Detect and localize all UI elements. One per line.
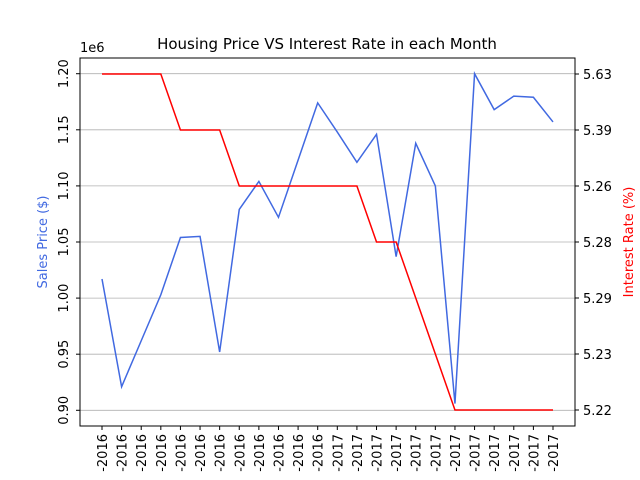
x-tick-label: -2017 <box>410 434 425 472</box>
y2-tick-label: 5.22 <box>583 404 612 419</box>
x-tick-label: -2017 <box>449 434 464 472</box>
series-line <box>102 73 553 411</box>
y-tick-label: 1.10 <box>57 171 72 200</box>
x-tick-label: -2017 <box>527 434 542 472</box>
y-tick-label: 0.90 <box>57 396 72 425</box>
x-tick-label: -2016 <box>194 434 209 472</box>
y2-tick-label: 5.28 <box>583 236 612 251</box>
x-tick-label: -2017 <box>469 434 484 472</box>
x-tick-label: -2016 <box>272 434 287 472</box>
x-tick-label: -2017 <box>390 434 405 472</box>
x-tick-label: -2016 <box>135 434 150 472</box>
y2-axis-label: Interest Rate (%) <box>622 187 637 298</box>
y2-tick-label: 5.23 <box>583 348 612 363</box>
x-tick-label: -2016 <box>174 434 189 472</box>
y-tick-label: 1.05 <box>57 228 72 257</box>
x-tick-label: -2017 <box>488 434 503 472</box>
x-tick-label: -2017 <box>429 434 444 472</box>
x-tick-label: -2016 <box>155 434 170 472</box>
x-tick-label: -2016 <box>292 434 307 472</box>
x-tick-label: -2016 <box>116 434 131 472</box>
y2-tick-label: 5.63 <box>583 68 612 83</box>
x-tick-label: -2016 <box>96 434 111 472</box>
x-tick-label: -2016 <box>312 434 327 472</box>
x-tick-label: -2016 <box>233 434 248 472</box>
y2-tick-label: 5.26 <box>583 180 612 195</box>
y-axis-label: Sales Price ($) <box>36 196 51 289</box>
x-tick-label: -2016 <box>253 434 268 472</box>
series-line <box>101 71 554 404</box>
x-tick-label: -2017 <box>351 434 366 472</box>
y2-tick-label: 5.39 <box>583 124 612 139</box>
x-tick-label: -2017 <box>371 434 386 472</box>
y2-tick-label: 5.29 <box>583 292 612 307</box>
y-tick-label: 0.95 <box>57 340 72 369</box>
y-tick-label: 1.15 <box>57 115 72 144</box>
x-tick-label: -2017 <box>508 434 523 472</box>
chart-title: Housing Price VS Interest Rate in each M… <box>157 35 497 53</box>
y-tick-label: 1.00 <box>57 284 72 313</box>
plot-frame <box>79 57 576 427</box>
y-tick-label: 1.20 <box>57 59 72 88</box>
x-tick-label: -2016 <box>214 434 229 472</box>
x-tick-label: -2017 <box>547 434 562 472</box>
y-offset-text: 1e6 <box>80 41 105 56</box>
x-tick-label: -2017 <box>331 434 346 472</box>
